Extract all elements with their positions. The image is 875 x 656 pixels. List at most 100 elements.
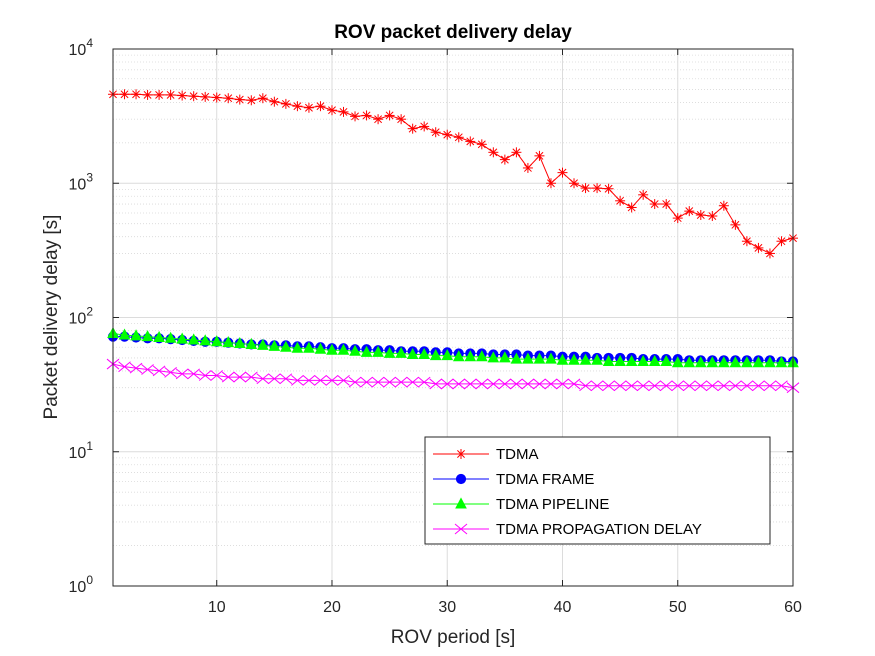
series-group bbox=[106, 89, 800, 394]
data-point bbox=[626, 202, 637, 213]
marker-stroke bbox=[198, 370, 212, 381]
data-point bbox=[279, 373, 293, 385]
marker-stroke bbox=[233, 371, 247, 383]
data-point bbox=[383, 346, 396, 358]
data-point bbox=[429, 349, 442, 361]
data-point bbox=[325, 375, 339, 386]
series-tdma-propagation-delay bbox=[106, 358, 800, 394]
data-point bbox=[591, 353, 603, 365]
data-point bbox=[245, 337, 258, 349]
data-point bbox=[694, 380, 708, 392]
marker-stroke bbox=[673, 214, 682, 223]
data-point bbox=[291, 375, 304, 386]
legend-label: TDMA FRAME bbox=[496, 471, 594, 488]
marker-stroke bbox=[682, 380, 696, 392]
data-point bbox=[199, 334, 212, 346]
marker-stroke bbox=[406, 376, 419, 388]
data-point bbox=[280, 340, 292, 352]
data-point bbox=[533, 378, 546, 390]
data-point bbox=[763, 380, 777, 392]
marker-stroke bbox=[452, 378, 466, 390]
data-point bbox=[211, 92, 222, 103]
x-tick-label: 40 bbox=[554, 599, 572, 616]
marker-stroke bbox=[625, 380, 638, 392]
data-point bbox=[430, 127, 441, 138]
x-tick-label: 20 bbox=[323, 599, 341, 616]
data-point bbox=[706, 380, 719, 392]
marker-stroke bbox=[201, 92, 210, 101]
data-point bbox=[200, 91, 211, 102]
data-point bbox=[165, 89, 176, 100]
data-point bbox=[568, 353, 580, 365]
marker-stroke bbox=[270, 97, 279, 106]
data-point bbox=[730, 219, 741, 230]
data-point bbox=[187, 333, 200, 345]
marker-stroke bbox=[533, 378, 546, 390]
marker-stroke bbox=[256, 373, 270, 385]
data-point bbox=[465, 136, 476, 147]
data-point bbox=[464, 350, 477, 362]
data-point bbox=[718, 356, 730, 368]
data-point bbox=[164, 331, 177, 343]
data-point bbox=[141, 330, 154, 342]
data-point bbox=[499, 351, 511, 363]
data-point bbox=[557, 167, 568, 178]
data-point bbox=[268, 373, 281, 385]
data-point bbox=[498, 378, 512, 390]
data-point bbox=[152, 365, 166, 377]
marker-stroke bbox=[293, 102, 302, 111]
data-point bbox=[223, 93, 234, 104]
marker-stroke bbox=[466, 137, 475, 146]
data-point bbox=[268, 339, 281, 351]
data-point bbox=[729, 380, 742, 392]
data-point bbox=[441, 349, 454, 361]
marker-stroke bbox=[454, 133, 463, 142]
data-point bbox=[718, 200, 729, 211]
data-point bbox=[396, 114, 407, 125]
marker-stroke bbox=[498, 378, 512, 390]
marker-stroke bbox=[212, 93, 221, 102]
marker-stroke bbox=[567, 378, 581, 390]
data-point bbox=[638, 189, 649, 200]
data-point bbox=[729, 356, 742, 368]
data-point bbox=[371, 376, 385, 388]
y-axis-label: Packet delivery delay [s] bbox=[41, 215, 62, 420]
data-point bbox=[361, 110, 372, 121]
data-point bbox=[314, 342, 327, 354]
data-point bbox=[348, 376, 362, 388]
legend: TDMA TDMA FRAME TDMA PIPELINE TDMA PROPAGAT… bbox=[424, 436, 771, 545]
data-point bbox=[407, 123, 418, 134]
data-point bbox=[661, 199, 672, 210]
marker-stroke bbox=[581, 184, 590, 193]
marker-stroke bbox=[429, 378, 443, 390]
data-point bbox=[337, 375, 350, 386]
marker-stroke bbox=[512, 148, 521, 157]
data-point bbox=[475, 378, 489, 390]
marker-stroke bbox=[155, 90, 164, 99]
marker-stroke bbox=[708, 212, 717, 220]
data-point bbox=[164, 367, 177, 378]
marker-stroke bbox=[740, 380, 754, 392]
marker-stroke bbox=[210, 370, 224, 381]
data-point bbox=[131, 89, 142, 100]
marker-stroke bbox=[152, 365, 166, 377]
marker-stroke bbox=[696, 211, 705, 219]
data-point bbox=[569, 178, 580, 189]
data-point bbox=[188, 91, 199, 102]
data-point bbox=[741, 356, 753, 368]
marker-stroke bbox=[593, 184, 602, 193]
data-point bbox=[741, 236, 752, 247]
x-tick-label: 50 bbox=[669, 599, 687, 616]
data-point bbox=[510, 352, 523, 364]
y-tick-label: 101 bbox=[69, 439, 94, 462]
marker-stroke bbox=[417, 376, 431, 388]
marker-stroke bbox=[639, 190, 648, 199]
data-point bbox=[499, 154, 510, 165]
marker-stroke bbox=[224, 94, 233, 103]
legend-marker bbox=[454, 523, 468, 535]
marker-stroke bbox=[291, 375, 304, 386]
marker-stroke bbox=[383, 376, 396, 388]
marker-stroke bbox=[671, 380, 685, 392]
marker-stroke bbox=[351, 112, 359, 121]
